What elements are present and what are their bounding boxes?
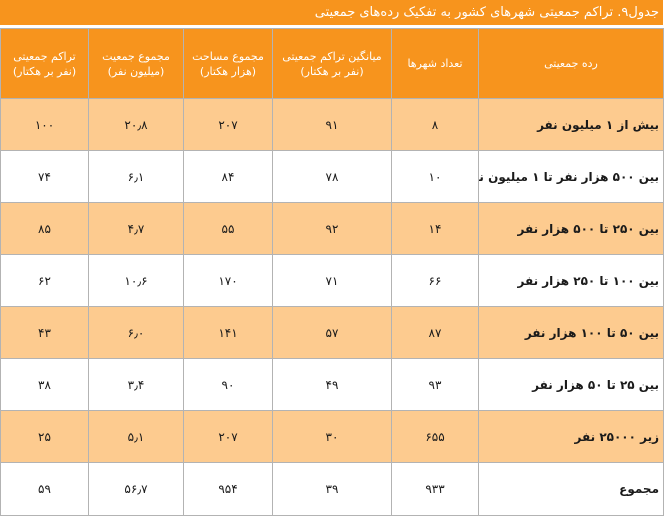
city-count-cell: ۸ (391, 98, 479, 151)
density-cell: ۴۳ (0, 306, 89, 359)
header-city-count: تعداد شهرها (391, 28, 479, 99)
city-count-cell: ۱۴ (391, 202, 479, 255)
header-total-population: مجموع جمعیت (میلیون نفر) (88, 28, 184, 99)
category-cell: بین ۵۰۰ هزار نفر تا ۱ میلیون نفر (478, 150, 664, 203)
city-count-cell: ۶۵۵ (391, 410, 479, 463)
total-area-cell: ۲۰۷ (183, 410, 273, 463)
total-population-cell: ۲۰٫۸ (88, 98, 184, 151)
total-population-cell: ۵٫۱ (88, 410, 184, 463)
total-area-cell: ۹۰ (183, 358, 273, 411)
category-cell: بین ۲۵ تا ۵۰ هزار نفر (478, 358, 664, 411)
total-population-cell: ۱۰٫۶ (88, 254, 184, 307)
header-row: رده جمعیتی تعداد شهرها میانگین تراکم جمع… (0, 28, 664, 99)
header-total-area: مجموع مساحت (هزار هکتار) (183, 28, 273, 99)
table-row: بین ۵۰۰ هزار نفر تا ۱ میلیون نفر ۱۰ ۷۸ ۸… (0, 150, 664, 203)
avg-density-cell: ۴۹ (272, 358, 392, 411)
total-population-cell: ۶٫۱ (88, 150, 184, 203)
avg-density-cell: ۳۹ (272, 462, 392, 516)
total-area-cell: ۵۵ (183, 202, 273, 255)
density-cell: ۸۵ (0, 202, 89, 255)
avg-density-cell: ۵۷ (272, 306, 392, 359)
category-cell: بین ۵۰ تا ۱۰۰ هزار نفر (478, 306, 664, 359)
header-category: رده جمعیتی (478, 28, 664, 99)
avg-density-cell: ۷۸ (272, 150, 392, 203)
total-population-cell: ۳٫۴ (88, 358, 184, 411)
city-count-cell: ۹۳ (391, 358, 479, 411)
city-count-cell: ۸۷ (391, 306, 479, 359)
city-count-cell: ۶۶ (391, 254, 479, 307)
total-population-cell: ۶٫۰ (88, 306, 184, 359)
density-cell: ۵۹ (0, 462, 89, 516)
total-area-cell: ۱۷۰ (183, 254, 273, 307)
table-row: بین ۵۰ تا ۱۰۰ هزار نفر ۸۷ ۵۷ ۱۴۱ ۶٫۰ ۴۳ (0, 306, 664, 359)
total-area-cell: ۹۵۴ (183, 462, 273, 516)
table-title: جدول۹. تراکم جمعیتی شهرهای کشور به تفکیک… (0, 0, 663, 26)
total-population-cell: ۴٫۷ (88, 202, 184, 255)
total-area-cell: ۲۰۷ (183, 98, 273, 151)
density-table: رده جمعیتی تعداد شهرها میانگین تراکم جمع… (0, 28, 664, 516)
avg-density-cell: ۷۱ (272, 254, 392, 307)
total-row: مجموع ۹۳۳ ۳۹ ۹۵۴ ۵۶٫۷ ۵۹ (0, 462, 664, 516)
density-cell: ۲۵ (0, 410, 89, 463)
table-row: بین ۱۰۰ تا ۲۵۰ هزار نفر ۶۶ ۷۱ ۱۷۰ ۱۰٫۶ ۶… (0, 254, 664, 307)
header-avg-density: میانگین تراکم جمعیتی (نفر بر هکتار) (272, 28, 392, 99)
category-cell: بین ۱۰۰ تا ۲۵۰ هزار نفر (478, 254, 664, 307)
avg-density-cell: ۹۲ (272, 202, 392, 255)
density-cell: ۳۸ (0, 358, 89, 411)
category-cell: مجموع (478, 462, 664, 516)
density-cell: ۱۰۰ (0, 98, 89, 151)
total-area-cell: ۱۴۱ (183, 306, 273, 359)
table-row: بیش از ۱ میلیون نفر ۸ ۹۱ ۲۰۷ ۲۰٫۸ ۱۰۰ (0, 98, 664, 151)
city-count-cell: ۹۳۳ (391, 462, 479, 516)
total-population-cell: ۵۶٫۷ (88, 462, 184, 516)
avg-density-cell: ۹۱ (272, 98, 392, 151)
header-density: تراکم جمعیتی (نفر بر هکتار) (0, 28, 89, 99)
total-area-cell: ۸۴ (183, 150, 273, 203)
table-row: بین ۲۵۰ تا ۵۰۰ هزار نفر ۱۴ ۹۲ ۵۵ ۴٫۷ ۸۵ (0, 202, 664, 255)
city-count-cell: ۱۰ (391, 150, 479, 203)
category-cell: زیر ۲۵۰۰۰ نفر (478, 410, 664, 463)
density-cell: ۷۴ (0, 150, 89, 203)
category-cell: بین ۲۵۰ تا ۵۰۰ هزار نفر (478, 202, 664, 255)
table-row: زیر ۲۵۰۰۰ نفر ۶۵۵ ۳۰ ۲۰۷ ۵٫۱ ۲۵ (0, 410, 664, 463)
density-cell: ۶۲ (0, 254, 89, 307)
table-row: بین ۲۵ تا ۵۰ هزار نفر ۹۳ ۴۹ ۹۰ ۳٫۴ ۳۸ (0, 358, 664, 411)
avg-density-cell: ۳۰ (272, 410, 392, 463)
category-cell: بیش از ۱ میلیون نفر (478, 98, 664, 151)
